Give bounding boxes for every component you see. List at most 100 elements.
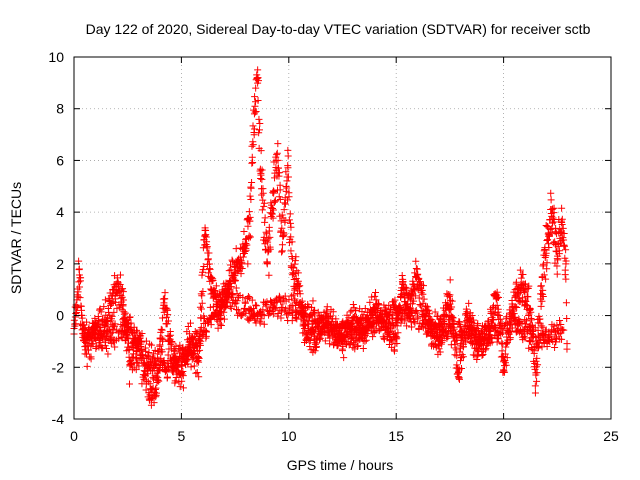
data-point (216, 320, 224, 328)
data-point (258, 175, 266, 183)
data-point (349, 317, 357, 325)
data-point (269, 206, 277, 214)
data-point (406, 305, 414, 313)
data-point (399, 275, 407, 283)
data-point (273, 151, 281, 159)
data-point (278, 247, 286, 255)
data-point (162, 367, 170, 375)
data-point (284, 152, 292, 160)
data-point (147, 385, 155, 393)
data-point (125, 380, 133, 388)
data-point (245, 232, 253, 240)
data-point (548, 219, 556, 227)
data-point (158, 334, 166, 342)
data-point (550, 322, 558, 330)
data-point (415, 294, 423, 302)
data-point (257, 147, 265, 155)
data-point (110, 308, 118, 316)
data-point (260, 199, 268, 207)
data-point (225, 267, 233, 275)
data-point (237, 270, 245, 278)
data-point (251, 301, 259, 309)
data-point (450, 325, 458, 333)
data-point (242, 244, 250, 252)
data-point (328, 318, 336, 326)
data-point (495, 294, 503, 302)
data-point (269, 214, 277, 222)
data-point (547, 196, 555, 204)
data-point (381, 322, 389, 330)
data-point (539, 262, 547, 270)
data-point (494, 334, 502, 342)
data-point (556, 316, 564, 324)
data-point (538, 297, 546, 305)
data-point (83, 318, 91, 326)
data-point (493, 294, 501, 302)
data-point (370, 328, 378, 336)
data-point (495, 312, 503, 320)
data-point (553, 270, 561, 278)
data-point (522, 297, 530, 305)
data-point (416, 278, 424, 286)
data-point (519, 271, 527, 279)
data-point (209, 277, 217, 285)
data-point (126, 313, 134, 321)
data-point (168, 339, 176, 347)
data-point (97, 308, 105, 316)
data-point (553, 262, 561, 270)
data-point (267, 297, 275, 305)
data-point (278, 308, 286, 316)
data-point (557, 320, 565, 328)
data-point (287, 223, 295, 231)
data-point (283, 184, 291, 192)
data-point (228, 256, 236, 264)
data-point (558, 204, 566, 212)
data-point (198, 292, 206, 300)
data-point (412, 257, 420, 265)
data-point (456, 357, 464, 365)
data-point (296, 290, 304, 298)
data-point (133, 358, 141, 366)
data-point (257, 315, 265, 323)
data-point (493, 288, 501, 296)
data-point (560, 242, 568, 250)
data-point (257, 169, 265, 177)
data-point (199, 287, 207, 295)
data-point (285, 216, 293, 224)
data-point (543, 342, 551, 350)
data-point (271, 305, 279, 313)
data-point (200, 263, 208, 271)
data-point (203, 328, 211, 336)
data-point (179, 384, 187, 392)
data-point (414, 313, 422, 321)
data-point (203, 238, 211, 246)
data-point (306, 342, 314, 350)
data-point (306, 337, 314, 345)
data-point (359, 345, 367, 353)
data-point (349, 300, 357, 308)
data-point (411, 319, 419, 327)
data-point (104, 350, 112, 358)
data-point (233, 260, 241, 268)
grid-lines (74, 57, 611, 419)
data-point (410, 297, 418, 305)
data-point (254, 97, 262, 105)
data-point (463, 312, 471, 320)
data-point (474, 320, 482, 328)
data-point (546, 225, 554, 233)
data-point (116, 280, 124, 288)
data-point (562, 246, 570, 254)
data-point (256, 319, 264, 327)
data-point (232, 284, 240, 292)
data-point (281, 199, 289, 207)
data-point (371, 292, 379, 300)
data-point (282, 305, 290, 313)
data-point (289, 291, 297, 299)
data-point (102, 317, 110, 325)
data-point (245, 208, 253, 216)
data-point (414, 270, 422, 278)
data-point (103, 345, 111, 353)
data-point (169, 353, 177, 361)
data-point (160, 301, 168, 309)
